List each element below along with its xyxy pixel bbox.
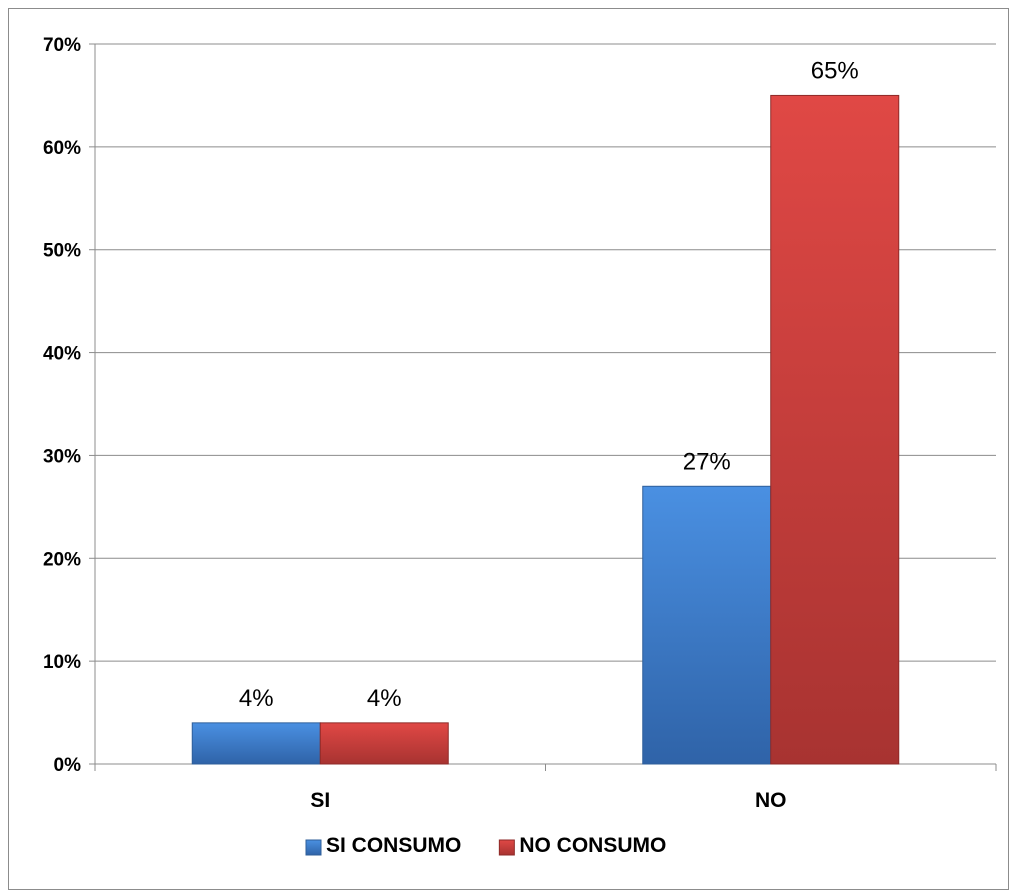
bar-si-consumo-no (642, 485, 772, 765)
x-tick-label: SI (310, 789, 330, 812)
bar-si-consumo-si (191, 722, 321, 765)
y-tick-label: 40% (43, 344, 81, 365)
y-tick-label: 10% (43, 652, 81, 673)
bars (191, 94, 900, 765)
legend-label: NO CONSUMO (519, 834, 666, 857)
gridlines (95, 43, 996, 662)
legend: SI CONSUMO NO CONSUMO (305, 834, 666, 857)
legend-swatch (305, 839, 322, 856)
legend-swatch (498, 839, 515, 856)
x-tick-label: NO (755, 789, 787, 812)
data-label: 4% (367, 685, 402, 712)
data-label: 27% (683, 448, 731, 475)
bar-chart: 0% 10% 20% 30% 40% 50% 60% 70% SI NO 4% 4% 27% 65% S… (43, 35, 997, 857)
y-tick-label: 20% (43, 549, 81, 570)
y-tick-label: 70% (43, 35, 81, 56)
bar-no-consumo-no (770, 94, 900, 765)
bar-no-consumo-si (319, 722, 449, 765)
y-tick-label: 60% (43, 138, 81, 159)
data-label: 65% (811, 57, 859, 84)
legend-label: SI CONSUMO (326, 834, 461, 857)
y-tick-label: 50% (43, 241, 81, 262)
y-tick-label: 0% (54, 755, 82, 776)
y-tick-label: 30% (43, 446, 81, 467)
data-labels: 4% 4% 27% 65% (239, 57, 859, 711)
chart-area: 0% 10% 20% 30% 40% 50% 60% 70% SI NO 4% 4% 27% 65% S… (8, 8, 1009, 890)
data-label: 4% (239, 685, 274, 712)
